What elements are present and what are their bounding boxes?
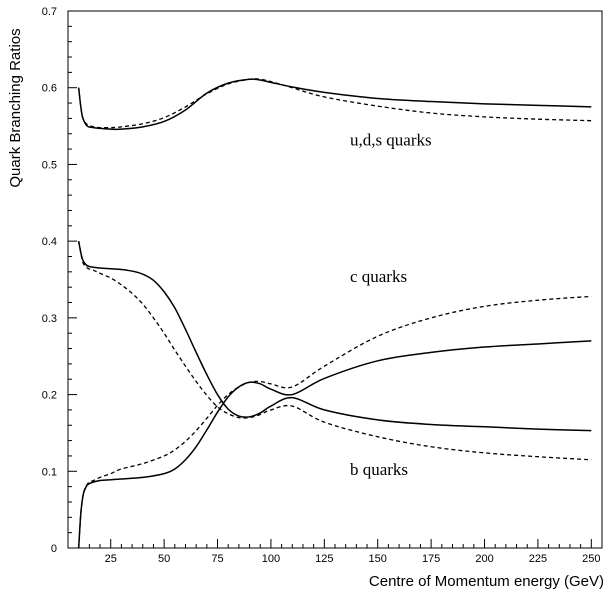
series-line-2-dashed (78, 78, 592, 129)
x-tick-label: 25 (105, 553, 117, 565)
series-line-1-solid (77, 78, 592, 131)
annotation-label: b quarks (350, 460, 408, 479)
annotation-label: u,d,s quarks (350, 130, 432, 149)
annotations: u,d,s quarks c quarks b quarks (350, 130, 432, 479)
series-line-4-dashed (78, 241, 592, 461)
y-tick-label: 0.7 (42, 6, 57, 18)
x-tick-label: 75 (211, 553, 223, 565)
x-tick-label: 175 (422, 553, 440, 565)
axis-tick-labels: 25 50 75 100 125 150 175 200 225 250 0 0.1 0.2 0.3 0.4… (42, 6, 601, 565)
y-tick-label: 0.3 (42, 313, 57, 325)
y-tick-label: 0.6 (42, 83, 57, 95)
series-line-5-solid (77, 340, 592, 549)
x-tick-label: 225 (529, 553, 547, 565)
series-lines (77, 78, 592, 549)
plot-frame (67, 10, 603, 549)
annotation-label: c quarks (350, 267, 407, 286)
y-tick-label: 0.1 (42, 466, 57, 478)
x-tick-label: 150 (369, 553, 387, 565)
x-tick-label: 50 (158, 553, 170, 565)
plot-area (67, 10, 603, 549)
y-axis-label: Quark Branching Ratios (7, 28, 24, 187)
y-tick-label: 0 (51, 543, 57, 555)
axis-ticks (68, 10, 592, 549)
x-tick-label: 100 (262, 553, 280, 565)
y-tick-label: 0.5 (42, 159, 57, 171)
series-line-6-dashed (78, 295, 592, 549)
y-tick-label: 0.2 (42, 390, 57, 402)
y-tick-label: 0.4 (42, 236, 57, 248)
series-line-3-solid (77, 241, 592, 432)
x-axis-label: Centre of Momentum energy (GeV) (369, 573, 604, 590)
x-tick-label: 250 (582, 553, 600, 565)
x-tick-label: 200 (475, 553, 493, 565)
x-tick-label: 125 (315, 553, 333, 565)
